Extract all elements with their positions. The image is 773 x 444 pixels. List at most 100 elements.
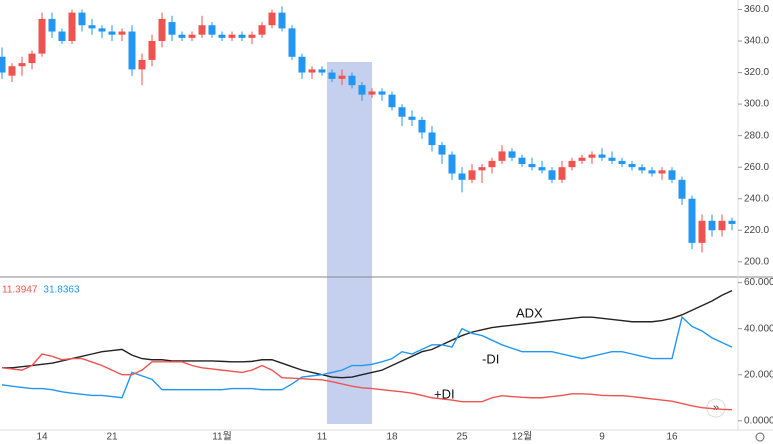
x-tick-label: 16 — [666, 432, 678, 443]
x-tick-label: 12월 — [512, 431, 532, 443]
y-tick-label: 220.0 — [744, 225, 769, 236]
candle-body — [598, 154, 606, 158]
candle-body — [718, 220, 726, 231]
candle-body — [28, 53, 36, 64]
candle-body — [318, 69, 326, 73]
indicator-line — [2, 290, 733, 379]
y-tick-label: 0.0000 — [744, 415, 773, 426]
candle-body — [628, 164, 636, 168]
candle-body — [338, 75, 346, 79]
candle-body — [498, 151, 506, 161]
candle-body — [618, 160, 626, 165]
candle-body — [348, 75, 356, 86]
series-label: +DI — [434, 386, 455, 401]
candle-body — [678, 179, 686, 199]
candle-body — [358, 85, 366, 95]
candle-body — [168, 22, 176, 35]
candle-body — [528, 164, 536, 168]
y-tick-label: 60.000 — [744, 277, 773, 288]
candle-body — [418, 119, 426, 133]
y-tick-label: 240.0 — [744, 193, 769, 204]
candle-body — [58, 31, 66, 42]
candle-body — [238, 34, 246, 38]
x-tick-label: 11월 — [212, 431, 232, 443]
scroll-icon[interactable]: » — [713, 402, 719, 414]
candle-body — [658, 170, 666, 174]
candle-body — [508, 151, 516, 158]
candle-body — [18, 63, 26, 67]
candle-body — [578, 157, 586, 161]
candle-body — [98, 28, 106, 32]
candle-body — [228, 34, 236, 38]
candle-body — [518, 157, 526, 165]
candle-body — [178, 34, 186, 38]
indicator-line — [1, 353, 733, 411]
settings-icon[interactable] — [755, 432, 765, 442]
y-tick-label: 280.0 — [744, 130, 769, 141]
x-tick-label: 9 — [599, 432, 605, 443]
candle-body — [48, 18, 56, 32]
candle-body — [548, 170, 556, 180]
candle-body — [538, 167, 546, 171]
readout-value: 31.8363 — [43, 285, 80, 296]
candle-body — [8, 66, 16, 76]
y-tick-label: 300.0 — [744, 99, 769, 110]
y-tick-label: 20.000 — [744, 369, 773, 380]
candle-body — [608, 157, 616, 161]
candle-body — [398, 107, 406, 117]
candle-body — [108, 31, 116, 35]
candle-body — [638, 167, 646, 171]
x-tick-label: 25 — [456, 432, 468, 443]
candle-body — [388, 94, 396, 108]
candle-body — [708, 220, 716, 231]
candle-body — [128, 31, 136, 70]
x-tick-label: 18 — [386, 432, 398, 443]
candle-body — [38, 18, 46, 54]
candle-body — [488, 160, 496, 168]
x-tick-label: 11 — [317, 432, 328, 443]
candle-body — [118, 31, 126, 35]
candle-body — [278, 12, 286, 29]
candle-body — [728, 220, 736, 224]
readout-value: 11.3947 — [2, 285, 38, 296]
y-tick-label: 360.0 — [744, 4, 769, 15]
candle-body — [138, 59, 146, 70]
candle-body — [258, 25, 266, 35]
candle-body — [468, 170, 476, 180]
candle-body — [188, 34, 196, 38]
y-tick-label: 320.0 — [744, 67, 769, 78]
x-tick-label: 14 — [36, 432, 48, 443]
candle-body — [268, 12, 276, 26]
y-tick-label: 340.0 — [744, 36, 769, 47]
candle-body — [248, 34, 256, 38]
candle-body — [208, 25, 216, 35]
candle-body — [568, 160, 576, 168]
candle-body — [478, 167, 486, 171]
candle-body — [298, 56, 306, 73]
candle-body — [0, 56, 6, 73]
candle-body — [148, 41, 156, 60]
candle-body — [328, 72, 336, 79]
candle-body — [588, 154, 596, 158]
series-label: ADX — [516, 305, 543, 320]
y-tick-label: 260.0 — [744, 162, 769, 173]
candle-body — [668, 170, 676, 180]
candle-body — [368, 91, 376, 95]
candle-body — [68, 12, 76, 42]
candle-body — [78, 12, 86, 26]
highlight-region — [327, 62, 372, 424]
candle-body — [158, 18, 166, 42]
candle-body — [198, 25, 206, 35]
y-tick-label: 200.0 — [744, 256, 769, 267]
series-label: -DI — [482, 351, 499, 366]
candle-body — [88, 25, 96, 29]
candle-body — [308, 69, 316, 73]
candle-body — [448, 154, 456, 174]
candle-body — [558, 167, 566, 180]
candle-body — [648, 170, 656, 174]
candle-body — [288, 28, 296, 57]
candle-body — [688, 198, 696, 243]
indicator-line — [1, 315, 733, 399]
candle-body — [408, 116, 416, 120]
